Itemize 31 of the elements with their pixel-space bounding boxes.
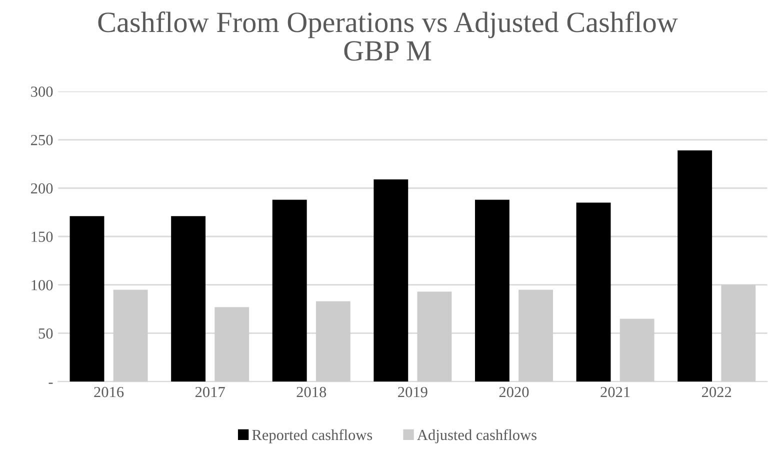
bar	[620, 318, 654, 382]
y-tick-label: -	[48, 382, 53, 384]
y-tick-label: 100	[32, 280, 53, 290]
bar	[518, 290, 553, 382]
bar	[113, 290, 148, 382]
bar	[576, 202, 611, 382]
bar	[214, 307, 250, 382]
bar	[417, 292, 452, 382]
x-tick-label: 2018	[296, 386, 326, 398]
x-tick-label: 2020	[499, 386, 529, 398]
y-tick-label: 200	[31, 183, 53, 194]
x-tick-label: 2016	[94, 386, 124, 398]
chart-title: Cashflow From Operations vs Adjusted Cashflow GBP M	[98, 11, 678, 61]
bar	[678, 150, 712, 382]
x-tick-label: 2019	[398, 386, 428, 398]
legend-label: Reported cashflows	[252, 429, 372, 444]
bar	[721, 284, 756, 382]
bar	[316, 301, 350, 382]
x-tick-label: 2021	[600, 386, 630, 398]
bar	[70, 216, 104, 382]
bar	[272, 200, 307, 382]
x-tick-label: 2022	[702, 386, 732, 398]
y-tick-label: 50	[38, 328, 53, 339]
bar	[171, 216, 206, 382]
x-tick-label: 2017	[195, 386, 225, 398]
legend-label: Adjusted cashflows	[417, 429, 536, 444]
y-tick-label: 250	[31, 134, 53, 146]
y-tick-label: 150	[32, 232, 53, 242]
y-tick-label: 300	[31, 86, 53, 97]
bar	[374, 179, 408, 382]
bar	[474, 200, 510, 382]
